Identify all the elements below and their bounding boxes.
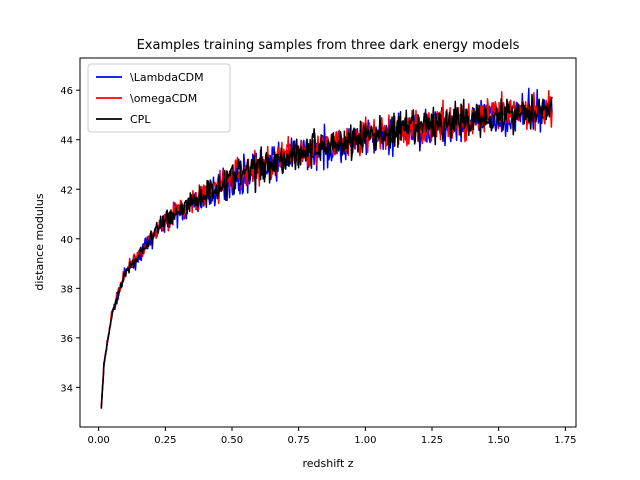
legend-box bbox=[87, 63, 231, 133]
legend-label-1: \omegaCDM bbox=[130, 92, 197, 105]
legend: \LambdaCDM \omegaCDM CPL bbox=[87, 63, 231, 133]
plot-frame bbox=[79, 57, 577, 428]
series-layer bbox=[100, 87, 553, 409]
x-tick-label: 0.75 bbox=[288, 435, 310, 446]
x-tick-label: 1.25 bbox=[421, 435, 443, 446]
y-axis-label: distance modulus bbox=[33, 193, 46, 291]
chart-title: Examples training samples from three dar… bbox=[137, 38, 520, 53]
legend-label-2: CPL bbox=[130, 113, 151, 126]
x-tick-label: 1.75 bbox=[554, 435, 576, 446]
y-tick-label: 44 bbox=[60, 136, 73, 147]
y-axis: 34 36 38 40 42 44 46 bbox=[60, 86, 80, 394]
series-line-2 bbox=[100, 93, 553, 409]
x-axis: 0.00 0.25 0.50 0.75 1.00 1.25 1.50 1.75 bbox=[88, 427, 576, 446]
x-tick-label: 0.50 bbox=[221, 435, 243, 446]
legend-label-0: \LambdaCDM bbox=[130, 71, 204, 84]
y-tick-label: 34 bbox=[60, 383, 73, 394]
y-tick-label: 46 bbox=[60, 86, 73, 97]
y-tick-label: 38 bbox=[60, 284, 73, 295]
y-tick-label: 40 bbox=[60, 235, 73, 246]
series-line-1 bbox=[100, 90, 553, 407]
x-tick-label: 0.25 bbox=[154, 435, 176, 446]
x-tick-label: 1.00 bbox=[354, 435, 376, 446]
x-tick-label: 1.50 bbox=[488, 435, 510, 446]
x-tick-label: 0.00 bbox=[88, 435, 110, 446]
y-tick-label: 36 bbox=[60, 334, 73, 345]
x-axis-label: redshift z bbox=[302, 457, 353, 470]
y-tick-label: 42 bbox=[60, 185, 73, 196]
